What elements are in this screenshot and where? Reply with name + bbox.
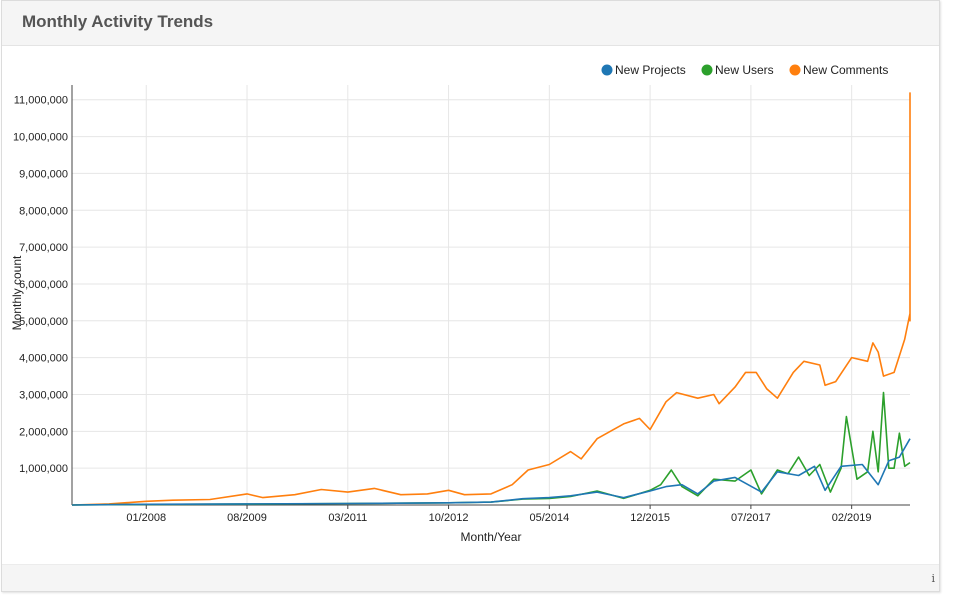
series-line-new-comments (71, 92, 911, 506)
y-tick-label: 3,000,000 (19, 389, 68, 401)
x-axis-ticks: 01/2008 08/2009 03/2011 10/2012 05/2014 12/20… (126, 505, 872, 524)
y-tick-label: 11,000,000 (14, 95, 68, 107)
y-tick-label: 7,000,000 (19, 242, 68, 254)
x-axis-label: Month/Year (461, 530, 522, 544)
legend-marker-new-users (701, 64, 713, 76)
chart-panel: Monthly Activity Trends i (1, 0, 940, 592)
legend-label-new-users: New Users (715, 63, 774, 77)
x-tick-label: 12/2015 (630, 512, 670, 524)
y-tick-label: 10,000,000 (13, 132, 68, 144)
legend-label-new-comments: New Comments (803, 63, 888, 77)
x-tick-label: 10/2012 (429, 512, 469, 524)
x-tick-label: 01/2008 (126, 512, 166, 524)
legend-marker-new-comments (789, 64, 801, 76)
y-tick-label: 8,000,000 (19, 205, 68, 217)
x-tick-label: 08/2009 (227, 512, 267, 524)
legend-marker-new-projects (601, 64, 613, 76)
legend-label-new-projects: New Projects (615, 63, 686, 77)
y-tick-label: 4,000,000 (19, 353, 68, 365)
panel-title: Monthly Activity Trends (22, 12, 214, 31)
y-axis-ticks: 1,000,000 2,000,000 3,000,000 4,000,000 5,00… (13, 95, 68, 475)
y-tick-label: 5,000,000 (19, 316, 68, 328)
y-axis-label: Monthly count (10, 255, 24, 330)
grid (72, 85, 910, 505)
x-tick-label: 03/2011 (328, 512, 367, 524)
x-tick-label: 05/2014 (529, 512, 569, 524)
panel-footer: i (2, 564, 939, 591)
series-line-new-projects (71, 438, 911, 506)
x-tick-label: 07/2017 (731, 512, 771, 524)
y-tick-label: 1,000,000 (19, 463, 68, 475)
info-icon[interactable]: i (931, 572, 935, 585)
y-tick-label: 2,000,000 (19, 426, 68, 438)
y-tick-label: 6,000,000 (19, 279, 68, 291)
series-lines (71, 92, 911, 506)
panel-header: Monthly Activity Trends (2, 1, 939, 46)
y-tick-label: 9,000,000 (19, 168, 68, 180)
series-line-new-users (71, 391, 911, 506)
x-tick-label: 02/2019 (832, 512, 872, 524)
legend: New Projects New Users New Comments (601, 63, 888, 77)
